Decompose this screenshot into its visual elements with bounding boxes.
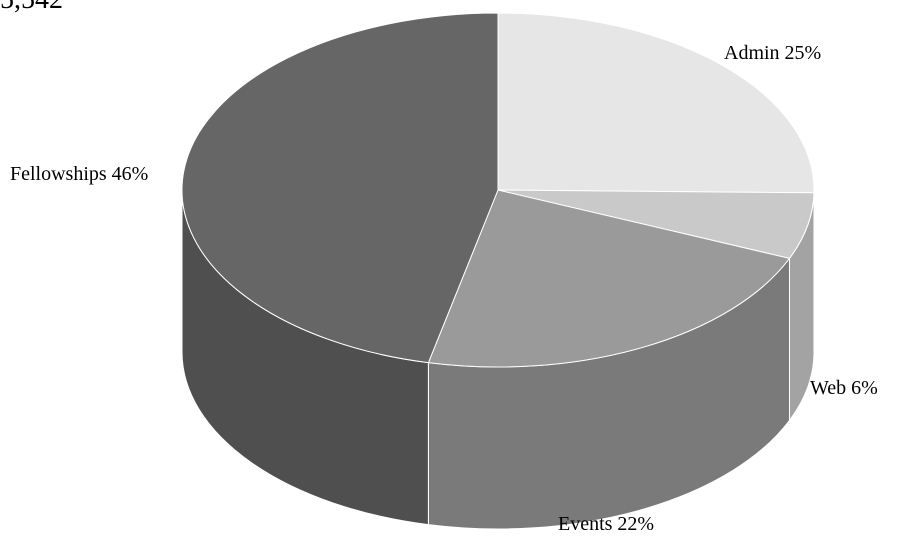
slice-label-web: Web 6% bbox=[810, 377, 878, 399]
pie-tops bbox=[181, 12, 815, 368]
pie-slice-web bbox=[497, 189, 815, 259]
slice-label-admin: Admin 25% bbox=[724, 42, 821, 64]
slice-label-fellowships: Fellowships 46% bbox=[10, 163, 148, 185]
pie-slice-events bbox=[427, 189, 791, 368]
pie-slice-fellowships bbox=[181, 12, 499, 364]
chart-title: 5,542 bbox=[0, 0, 63, 16]
pie-slice-admin bbox=[497, 12, 815, 194]
slice-label-events: Events 22% bbox=[558, 513, 654, 535]
pie-labels: Admin 25% Web 6% Events 22% Fellowships 46% bbox=[10, 42, 878, 535]
pie-sides bbox=[181, 189, 815, 530]
